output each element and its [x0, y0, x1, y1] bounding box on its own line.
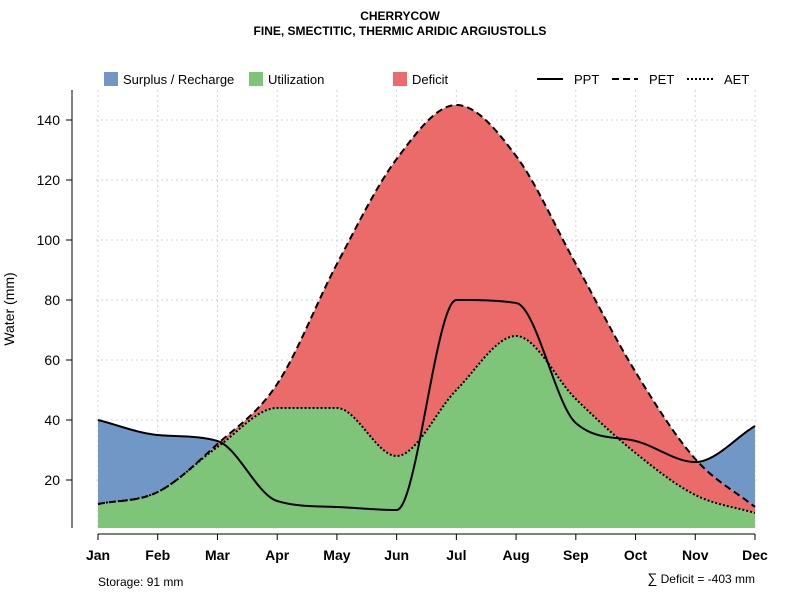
legend-label-area-0: Surplus / Recharge	[123, 72, 234, 87]
chart-title: CHERRYCOW	[360, 9, 440, 23]
y-tick-label: 120	[37, 172, 61, 188]
x-tick-label-jun: Jun	[384, 547, 409, 563]
legend-label-area-1: Utilization	[268, 72, 324, 87]
utilization-area	[98, 336, 755, 528]
deficit-area	[98, 105, 755, 513]
y-axis-label: Water (mm)	[1, 272, 17, 345]
surplus-recharge-area	[698, 426, 755, 507]
sigma-symbol: ∑	[647, 570, 658, 586]
x-tick-label-apr: Apr	[265, 547, 290, 563]
legend-label-pet: PET	[649, 72, 674, 87]
x-tick-label-sep: Sep	[563, 547, 589, 563]
legend-swatch-2	[393, 72, 407, 86]
deficit-text: Deficit = -403 mm	[660, 572, 755, 586]
legend-label-aet: AET	[724, 72, 749, 87]
x-tick-label-may: May	[323, 547, 350, 563]
legend-label-area-2: Deficit	[412, 72, 449, 87]
pet-line	[97, 103, 756, 508]
x-tick-label-jan: Jan	[86, 547, 110, 563]
x-tick-label-oct: Oct	[624, 547, 648, 563]
series-lines	[97, 103, 756, 514]
legend: Surplus / Recharge Utilization Deficit PPT P…	[104, 72, 749, 87]
legend-swatch-0	[104, 72, 118, 86]
chart-subtitle: FINE, SMECTITIC, THERMIC ARIDIC ARGIUSTO…	[253, 24, 547, 38]
y-tick-label: 60	[44, 352, 60, 368]
deficit-annotation: ∑ Deficit = -403 mm	[647, 570, 755, 586]
x-tick-label-jul: Jul	[446, 547, 466, 563]
x-tick-label-dec: Dec	[742, 547, 768, 563]
storage-annotation: Storage: 91 mm	[98, 575, 184, 589]
legend-swatch-1	[249, 72, 263, 86]
y-tick-label: 100	[37, 232, 61, 248]
ppt-line	[97, 299, 756, 511]
y-tick-label: 80	[44, 292, 60, 308]
y-tick-label: 20	[44, 472, 60, 488]
y-tick-label: 140	[37, 112, 61, 128]
x-tick-label-feb: Feb	[145, 547, 170, 563]
y-tick-label: 40	[44, 412, 60, 428]
x-tick-label-nov: Nov	[682, 547, 709, 563]
axes: 20 40 60 80 100 120 140 Jan Feb Mar Apr May Jun Jul Au…	[1, 90, 768, 563]
surplus-recharge-area	[98, 420, 219, 504]
x-tick-label-aug: Aug	[502, 547, 529, 563]
x-tick-label-mar: Mar	[205, 547, 230, 563]
areas	[98, 105, 755, 528]
legend-label-ppt: PPT	[574, 72, 599, 87]
